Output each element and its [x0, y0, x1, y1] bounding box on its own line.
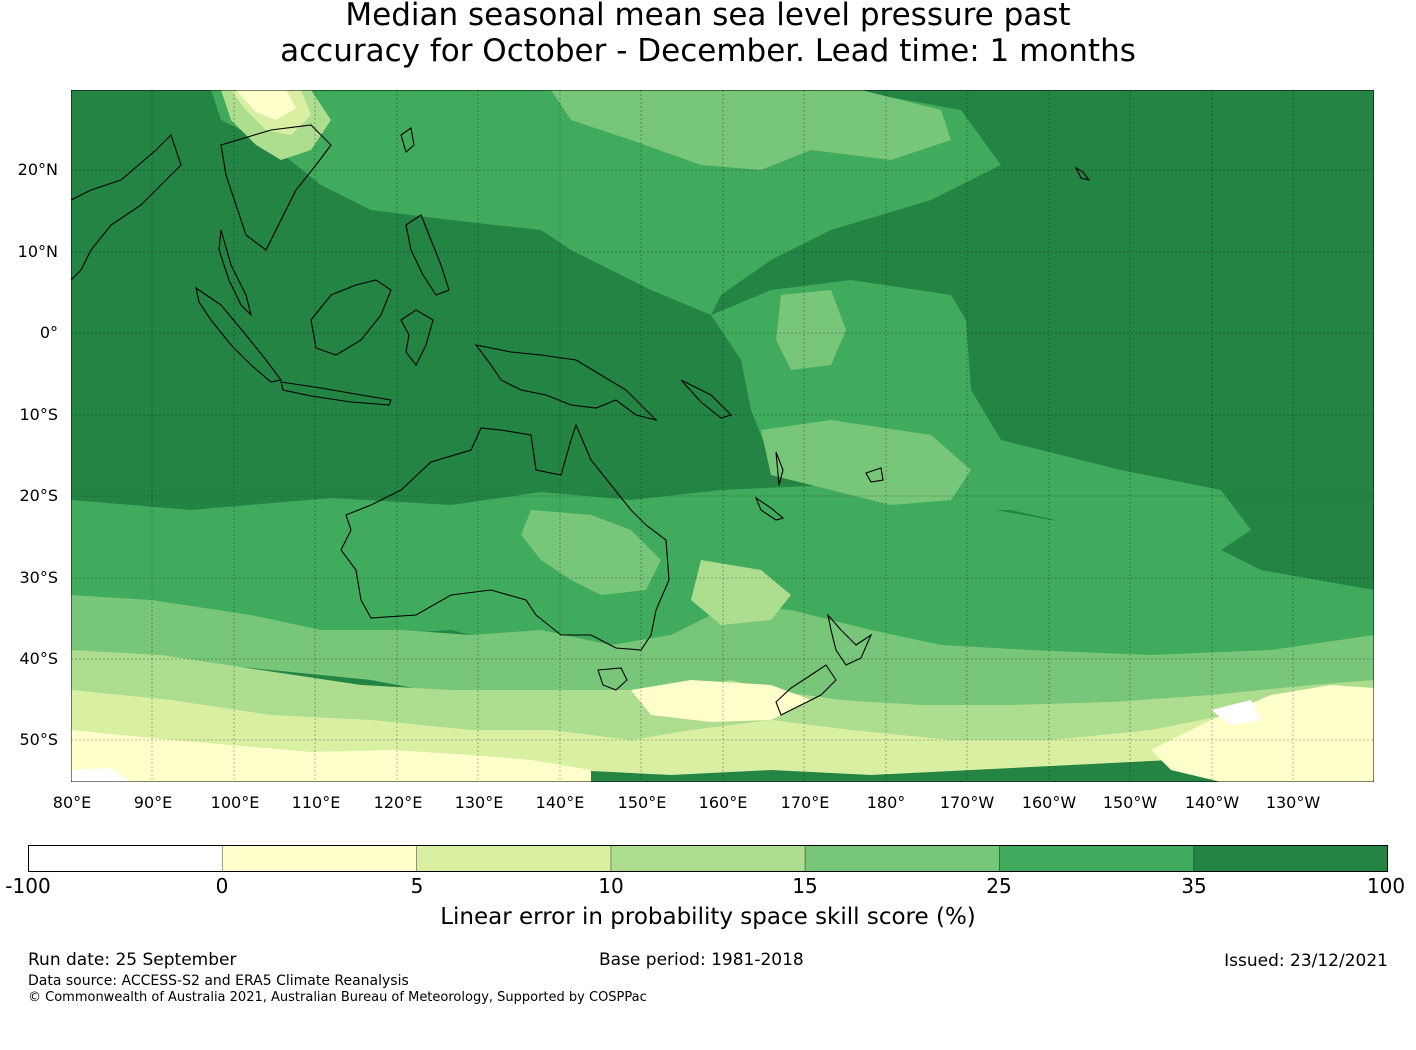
lat-label-10s: 10°S	[19, 405, 58, 424]
coastline-new-guinea	[474, 344, 658, 422]
lon-label-140e: 140°E	[535, 793, 585, 812]
lat-label-20s: 20°S	[19, 486, 58, 505]
graticule	[71, 90, 1374, 782]
lon-label-160e: 160°E	[698, 793, 748, 812]
colorbar-segment-below-0	[28, 845, 223, 872]
lat-label-50s: 50°S	[19, 730, 58, 749]
coastline-borneo	[310, 279, 392, 356]
lon-label-130e: 130°E	[454, 793, 504, 812]
skill-score-map	[71, 90, 1374, 782]
colorbar-tick-15: 15	[792, 874, 818, 898]
colorbar-tick-10: 10	[598, 874, 624, 898]
colorbar-tick-25: 25	[986, 874, 1012, 898]
lon-label-120e: 120°E	[373, 793, 423, 812]
copyright: © Commonwealth of Australia 2021, Austra…	[28, 990, 647, 1005]
colorbar	[28, 845, 1388, 872]
skill-field-0-5-south-west	[71, 730, 591, 782]
skill-field-15-25-central-patch	[776, 290, 846, 370]
skill-field-10-15-tasman	[691, 560, 791, 625]
skill-field-0-5-south-central	[631, 680, 811, 722]
colorbar-tick-35: 35	[1181, 874, 1207, 898]
lon-label-90e: 90°E	[133, 793, 173, 812]
lat-label-10n: 10°N	[17, 242, 58, 261]
colorbar-segment-5-10	[416, 845, 611, 872]
coastline-indochina	[220, 124, 332, 251]
coastline-new-zealand-south	[775, 664, 837, 716]
colorbar-label: Linear error in probability space skill …	[440, 904, 976, 930]
skill-field-15-25-south	[71, 595, 1374, 715]
skill-field-below-0-south-west	[71, 768, 131, 782]
base-period: Base period: 1981-2018	[599, 950, 804, 970]
coastline-philippines	[405, 214, 450, 296]
coastline-india	[71, 133, 182, 281]
coastlines	[71, 124, 1091, 716]
lat-label-20n: 20°N	[17, 160, 58, 179]
coastline-australia	[340, 423, 670, 651]
colorbar-tick-neg100: -100	[5, 874, 51, 898]
coastline-new-zealand-north	[827, 613, 873, 666]
lon-label-180: 180°	[866, 793, 906, 812]
lon-label-150w: 150°W	[1102, 793, 1158, 812]
colorbar-segment-35-100	[1193, 845, 1388, 872]
map-title-line-2: accuracy for October - December. Lead ti…	[280, 33, 1136, 69]
skill-field-15-25-north	[551, 90, 951, 170]
map-title-line-1: Median seasonal mean sea level pressure …	[345, 0, 1071, 33]
coastline-new-caledonia	[754, 496, 785, 521]
lat-label-0: 0°	[39, 323, 58, 342]
coastline-malay-peninsula	[218, 229, 253, 317]
colorbar-segment-25-35	[999, 845, 1194, 872]
issued-date: Issued: 23/12/2021	[1224, 951, 1388, 971]
colorbar-segment-10-15	[610, 845, 806, 872]
run-date: Run date: 25 September	[28, 950, 237, 970]
lon-label-100e: 100°E	[210, 793, 260, 812]
colorbar-segment-15-25	[805, 845, 1000, 872]
colorbar-segment-0-5	[222, 845, 417, 872]
coastline-vanuatu	[775, 451, 784, 486]
skill-field-15-25-australia	[521, 510, 661, 595]
coastline-sumatra	[195, 286, 282, 383]
colorbar-frame	[28, 845, 1388, 872]
skill-field-0-5-asia	[236, 90, 296, 120]
lon-label-170w: 170°W	[939, 793, 995, 812]
skill-field-below-0-south-east	[1211, 700, 1261, 725]
lon-label-170e: 170°E	[780, 793, 830, 812]
lon-label-80e: 80°E	[52, 793, 92, 812]
data-source: Data source: ACCESS-S2 and ERA5 Climate …	[28, 973, 409, 989]
coastline-sulawesi	[400, 309, 434, 367]
skill-field-0-5-south-east	[1151, 685, 1374, 782]
skill-field-15-25-east-patch	[761, 420, 971, 505]
coastline-java	[280, 381, 392, 406]
lon-label-110e: 110°E	[291, 793, 341, 812]
coastline-solomons	[680, 379, 733, 419]
colorbar-tick-0: 0	[215, 874, 229, 898]
lon-label-160w: 160°W	[1021, 793, 1077, 812]
colorbar-tick-100: 100	[1366, 874, 1406, 898]
coastline-tasmania	[597, 667, 628, 691]
lon-label-130w: 130°W	[1265, 793, 1321, 812]
lon-label-140w: 140°W	[1184, 793, 1240, 812]
lon-label-150e: 150°E	[617, 793, 667, 812]
lat-label-30s: 30°S	[19, 568, 58, 587]
coastline-hawaii	[1074, 166, 1091, 181]
coastline-fiji	[865, 467, 884, 483]
lat-label-40s: 40°S	[19, 649, 58, 668]
colorbar-tick-5: 5	[410, 874, 424, 898]
coastline-taiwan	[400, 127, 415, 153]
